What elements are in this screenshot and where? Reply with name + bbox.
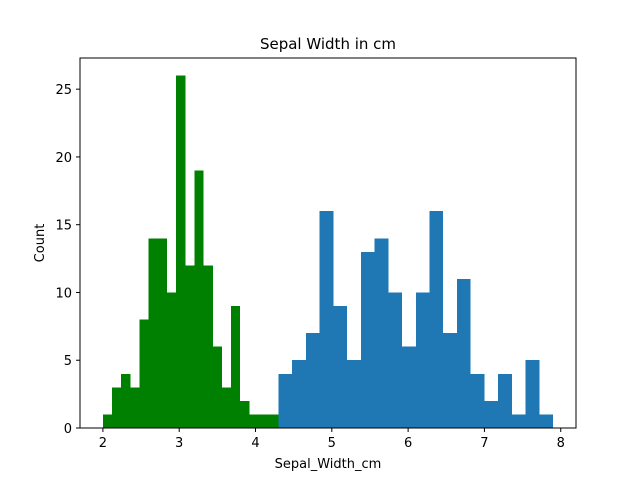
y-tick-label: 10 [55,286,72,301]
histogram-bar-series2-bin3 [305,333,320,428]
histogram-bar-series1-bin4 [130,387,140,428]
histogram-bar-series1-bin14 [221,387,232,428]
histogram-bar-series2-bin19 [525,360,540,428]
histogram-bar-series1-bin11 [194,170,204,428]
y-tick-label: 5 [64,354,72,369]
histogram-bar-series1-bin17 [249,414,259,428]
histogram-bar-series2-bin10 [402,346,416,428]
histogram-bar-series1-bin18 [258,414,268,428]
histogram-bar-series1-bin7 [157,238,167,428]
histogram-bar-series1-bin10 [185,265,195,428]
histogram-bar-series1-bin16 [240,400,250,428]
x-tick-label: 5 [328,436,336,451]
x-axis: 2 3 4 5 6 7 8 [99,428,565,451]
x-tick-label: 4 [251,436,259,451]
x-tick-label: 2 [99,436,107,451]
histogram-bar-series1-bin13 [212,346,222,428]
histogram-bar-series2-bin2 [292,360,306,428]
histogram-bar-series1-bin6 [148,238,158,428]
histogram-bar-series2-bin11 [415,292,430,428]
y-tick-label: 15 [55,219,72,234]
histogram-bar-series1-bin8 [166,292,177,428]
histogram-bar-series2-bin18 [511,414,526,428]
y-tick-label: 20 [55,151,72,166]
x-tick-label: 7 [480,436,488,451]
histogram-bar-series1-bin3 [121,373,131,428]
histogram-bar-series2-bin17 [498,373,512,428]
histogram-bar-series2-bin15 [470,373,485,428]
y-tick-label: 25 [55,83,72,98]
histogram-bar-series2-bin20 [539,414,554,428]
histogram-bar-series1-bin12 [203,265,213,428]
x-tick-label: 8 [557,436,565,451]
histogram-bar-series2-bin9 [388,292,403,428]
histogram-bar-series2-bin7 [360,251,375,428]
histogram-bar-series2-bin14 [456,278,471,428]
histogram-bar-series2-bin4 [319,211,334,428]
histogram-bar-series1-bin9 [176,75,186,428]
bars-layer [102,75,554,428]
histogram-bar-series2-bin6 [347,360,361,428]
histogram-bar-series2-bin5 [333,306,348,428]
histogram-bar-series1-bin1 [102,414,113,428]
histogram-bar-series2-bin8 [374,238,389,428]
y-axis: 0 5 10 15 20 25 [55,83,80,437]
x-tick-label: 3 [175,436,183,451]
histogram-bar-series1-bin5 [139,319,149,428]
histogram-bar-series1-bin15 [231,306,241,428]
histogram-bar-series2-bin12 [429,211,444,428]
x-axis-label: Sepal_Width_cm [275,457,382,472]
plot-frame [79,57,577,429]
histogram-bar-series1-bin19 [267,414,277,428]
histogram-bar-series2-bin16 [484,400,499,428]
y-axis-label: Count [33,224,48,263]
histogram-bar-series2-bin13 [443,333,457,428]
chart-title: Sepal Width in cm [260,35,396,53]
histogram-bar-series1-bin2 [112,387,122,428]
y-tick-label: 0 [64,422,72,437]
x-tick-label: 6 [404,436,412,451]
histogram-bar-series2-bin1 [278,373,293,428]
